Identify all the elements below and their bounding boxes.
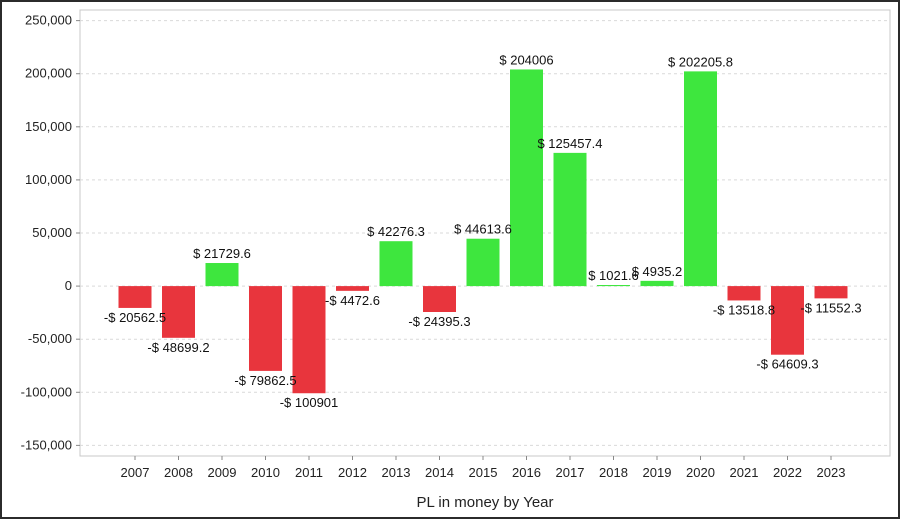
bar-2023	[814, 286, 848, 299]
bar-2022	[771, 286, 804, 355]
data-label-2007: -$ 20562.5	[104, 310, 166, 325]
x-tick-label: 2009	[208, 465, 237, 480]
x-tick-label: 2011	[295, 465, 323, 480]
x-tick-label: 2017	[556, 465, 585, 480]
x-tick-label: 2019	[643, 465, 672, 480]
x-tick-label: 2016	[512, 465, 541, 480]
x-tick-label: 2022	[773, 465, 802, 480]
x-tick-label: 2023	[817, 465, 846, 480]
bar-2015	[466, 238, 500, 287]
bar-2017	[553, 152, 587, 287]
y-tick-label: -150,000	[21, 437, 72, 452]
bar-2021	[727, 286, 761, 301]
data-label-2008: -$ 48699.2	[147, 340, 209, 355]
x-tick-label: 2008	[164, 465, 193, 480]
data-label-2011: -$ 100901	[280, 395, 339, 410]
bar-2016	[510, 69, 543, 287]
x-tick-label: 2013	[382, 465, 411, 480]
bar-2011	[292, 286, 326, 394]
bar-2007	[118, 286, 152, 308]
x-tick-label: 2021	[730, 465, 759, 480]
data-label-2016: $ 204006	[499, 52, 553, 67]
y-tick-label: 150,000	[25, 119, 72, 134]
bar-2013	[379, 241, 413, 287]
data-label-2018: $ 1021.6	[588, 268, 639, 283]
data-label-2017: $ 125457.4	[537, 136, 602, 151]
y-tick-label: 200,000	[25, 66, 72, 81]
y-tick-label: 100,000	[25, 172, 72, 187]
data-label-2023: -$ 11552.3	[800, 300, 861, 315]
bar-2010	[249, 286, 282, 371]
x-tick-label: 2010	[251, 465, 280, 480]
y-tick-label: -50,000	[28, 331, 72, 346]
y-tick-label: 0	[65, 278, 72, 293]
y-tick-label: 50,000	[32, 225, 72, 240]
x-tick-label: 2015	[469, 465, 498, 480]
data-label-2021: -$ 13518.8	[713, 302, 775, 317]
data-label-2020: $ 202205.8	[668, 54, 733, 69]
x-tick-label: 2018	[599, 465, 628, 480]
x-tick-label: 2007	[121, 465, 150, 480]
data-label-2022: -$ 64609.3	[756, 357, 818, 372]
bar-2019	[640, 280, 674, 287]
x-tick-label: 2014	[425, 465, 454, 480]
data-label-2013: $ 42276.3	[367, 224, 425, 239]
x-axis: 2007 2008 2009 2010 2011 2012 2013 2014 2015 2016…	[121, 456, 846, 480]
data-label-2014: -$ 24395.3	[408, 314, 470, 329]
data-labels: -$ 20562.5 -$ 48699.2 $ 21729.6 -$ 79862.5 -…	[104, 52, 862, 410]
bars	[118, 69, 848, 394]
bar-2009	[205, 263, 239, 287]
x-tick-label: 2012	[338, 465, 367, 480]
data-label-2019: $ 4935.2	[632, 264, 683, 279]
x-tick-label: 2020	[686, 465, 715, 480]
bar-2008	[162, 286, 195, 338]
data-label-2012: -$ 4472.6	[325, 293, 380, 308]
y-tick-label: 250,000	[25, 13, 72, 28]
y-tick-label: -100,000	[21, 384, 72, 399]
data-label-2015: $ 44613.6	[454, 222, 512, 237]
data-label-2010: -$ 79862.5	[234, 373, 296, 388]
bar-2018	[597, 285, 630, 287]
bar-2020	[684, 71, 717, 287]
data-label-2009: $ 21729.6	[193, 246, 251, 261]
bar-2012	[336, 286, 369, 291]
y-axis: 250,000 200,000 150,000 100,000 50,000 0 -50,0…	[21, 13, 80, 452]
bar-2014	[423, 286, 456, 313]
x-axis-title: PL in money by Year	[416, 494, 553, 511]
